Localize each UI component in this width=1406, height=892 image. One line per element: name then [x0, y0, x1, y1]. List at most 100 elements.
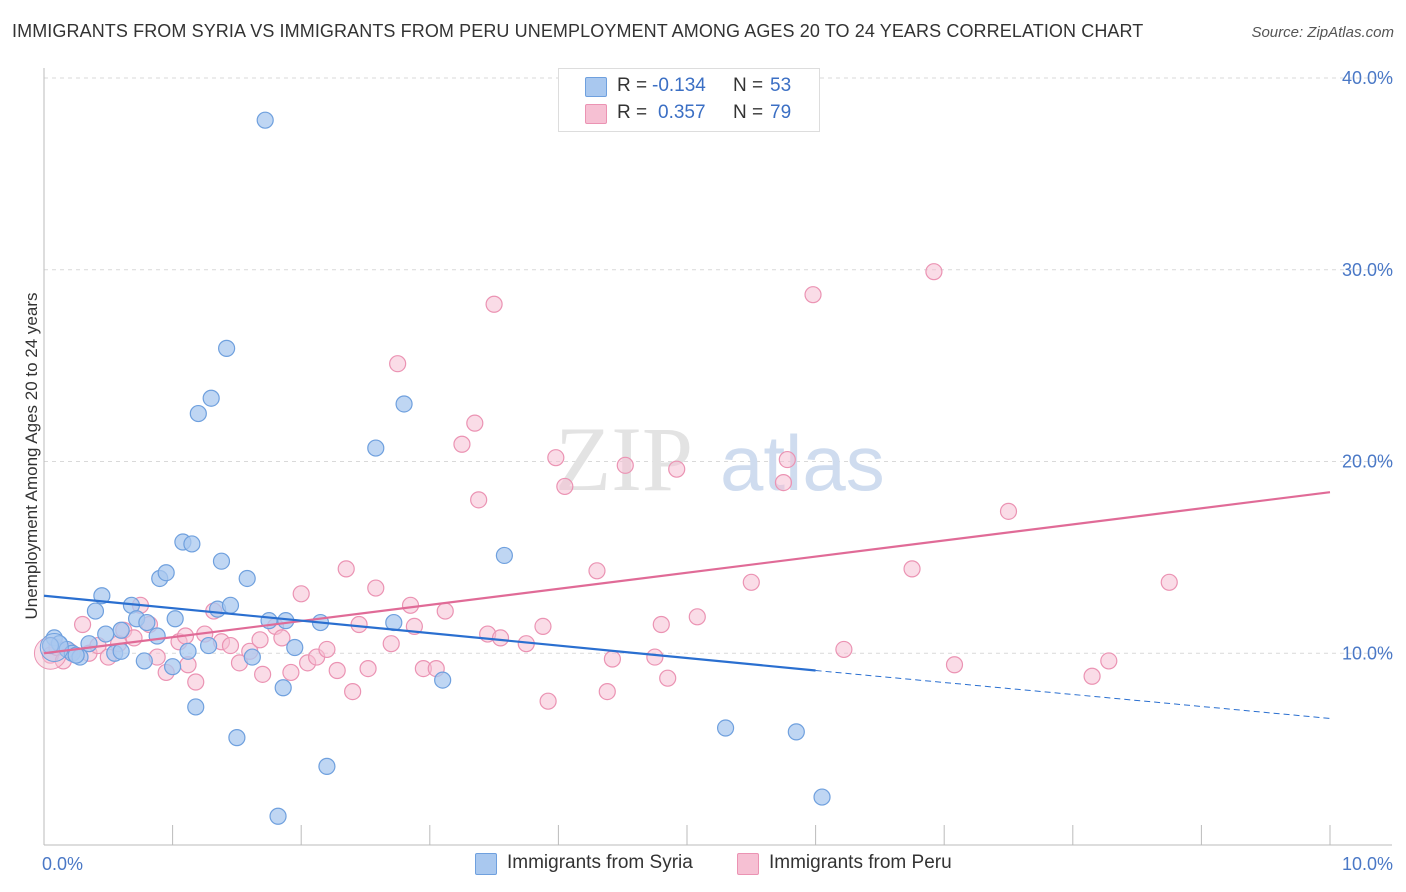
peru-trend-line [43, 491, 1331, 655]
peru-point [389, 355, 407, 373]
y-axis-label: Unemployment Among Ages 20 to 24 years [22, 293, 41, 620]
syria-point [41, 636, 60, 655]
peru-point [804, 286, 822, 304]
peru-point [470, 491, 488, 509]
peru-point [603, 650, 622, 668]
peru-point [616, 456, 634, 474]
syria-point [221, 596, 240, 614]
peru-r-value: 0.357 [658, 102, 706, 123]
syria-point [93, 587, 111, 605]
syria-point [434, 671, 452, 689]
y-tick-label: 30.0% [1342, 260, 1393, 280]
peru-point [1100, 652, 1118, 670]
gridlines [44, 77, 1392, 654]
syria-point [367, 439, 385, 457]
peru-point [903, 560, 921, 578]
y-tick-label: 40.0% [1342, 68, 1393, 88]
peru-point [337, 560, 355, 578]
peru-point [273, 629, 291, 647]
peru-point [1160, 573, 1178, 591]
peru-point [668, 460, 686, 478]
syria-point [395, 395, 413, 413]
legend-n-label: N = [733, 75, 764, 96]
syria-swatch [585, 77, 607, 97]
syria-point [189, 404, 207, 423]
peru-point [401, 596, 420, 614]
syria-point [157, 564, 175, 582]
peru-point [774, 473, 793, 492]
peru-point [350, 615, 368, 634]
watermark-atlas: atlas [720, 419, 885, 507]
syria-point [787, 723, 805, 741]
syria-point [238, 569, 256, 588]
syria-point [228, 729, 246, 747]
syria-point [183, 535, 201, 553]
peru-n-value: 79 [770, 102, 792, 123]
syria-n-value: 53 [770, 75, 792, 96]
peru-point [282, 663, 300, 682]
chart-title: IMMIGRANTS FROM SYRIA VS IMMIGRANTS FROM… [12, 21, 1144, 41]
syria-point [112, 621, 130, 639]
peru-point [453, 435, 471, 453]
peru-point [292, 585, 310, 603]
syria-point [164, 658, 182, 676]
peru-point [688, 608, 706, 626]
peru-point [659, 669, 677, 687]
peru-point [778, 450, 796, 469]
syria-point [495, 546, 513, 565]
peru-point [359, 659, 377, 678]
syria-point [318, 757, 336, 775]
peru-point [999, 502, 1018, 520]
syria-point [269, 807, 287, 825]
peru-points [33, 263, 1178, 710]
peru-point [491, 629, 510, 647]
peru-point [945, 656, 964, 674]
syria-point [135, 652, 153, 670]
syria-legend-swatch [475, 853, 497, 875]
syria-point [138, 613, 156, 632]
syria-point [212, 552, 231, 570]
syria-point [286, 638, 304, 657]
peru-point [382, 635, 400, 653]
peru-point [221, 636, 240, 655]
syria-point [179, 642, 197, 660]
syria-point [813, 788, 831, 806]
peru-point [646, 648, 664, 666]
syria-point [166, 610, 184, 628]
peru-point [742, 573, 760, 591]
correlation-legend: R = -0.134 N = 53 R = 0.357 N = 79 [558, 68, 820, 132]
syria-point [200, 636, 218, 655]
tick-labels: 10.0% 20.0% 30.0% 40.0% 0.0% 10.0% [42, 68, 1393, 874]
peru-point [466, 414, 484, 432]
peru-point [925, 263, 943, 281]
syria-point [86, 602, 105, 620]
peru-point [539, 692, 557, 710]
peru-legend-label: Immigrants from Peru [769, 852, 952, 873]
syria-point [67, 646, 85, 664]
peru-point [485, 295, 503, 313]
syria-point [202, 389, 220, 407]
source-credit: Source: ZipAtlas.com [1251, 24, 1394, 41]
x-tick-label: 10.0% [1342, 854, 1393, 874]
peru-point [1083, 667, 1101, 685]
syria-point [148, 627, 166, 645]
peru-point [835, 640, 853, 659]
peru-point [598, 682, 616, 701]
axes [43, 68, 1392, 846]
peru-point [73, 615, 92, 634]
syria-point [97, 625, 115, 643]
watermark: ZIP atlas [555, 408, 885, 510]
syria-point [218, 339, 236, 357]
syria-point [39, 632, 69, 662]
peru-point [588, 562, 606, 580]
syria-legend-label: Immigrants from Syria [507, 852, 693, 873]
legend-r-label: R = [617, 102, 648, 123]
peru-point [344, 682, 362, 701]
syria-point [243, 648, 261, 666]
peru-point [367, 579, 385, 597]
peru-point [436, 602, 454, 620]
peru-point [547, 449, 565, 467]
peru-point [254, 665, 272, 683]
trend-lines [43, 491, 1331, 719]
